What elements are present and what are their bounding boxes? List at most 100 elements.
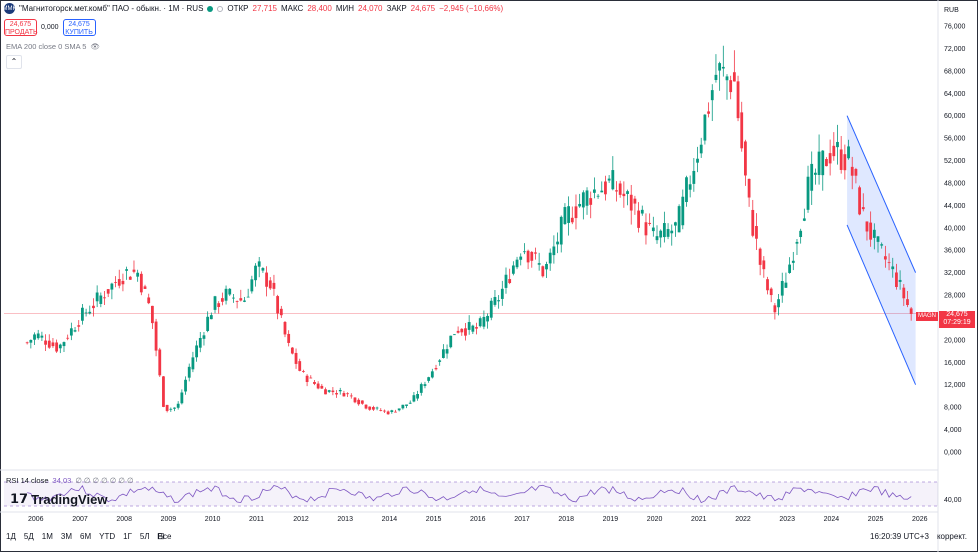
candle-body[interactable] bbox=[434, 368, 438, 370]
candle-body[interactable] bbox=[570, 217, 574, 223]
candle-body[interactable] bbox=[869, 222, 873, 240]
calendar-icon[interactable]: ⊟ bbox=[157, 531, 165, 541]
candle-body[interactable] bbox=[578, 203, 582, 207]
candle-body[interactable] bbox=[383, 410, 386, 412]
candle-body[interactable] bbox=[806, 176, 810, 210]
candle-body[interactable] bbox=[128, 276, 132, 280]
candle-body[interactable] bbox=[338, 390, 342, 392]
candle-body[interactable] bbox=[906, 299, 909, 306]
candle-body[interactable] bbox=[246, 296, 250, 298]
candle-body[interactable] bbox=[677, 206, 681, 233]
channel-lower-line[interactable] bbox=[846, 224, 917, 385]
candle-body[interactable] bbox=[390, 410, 394, 412]
candle-body[interactable] bbox=[585, 190, 589, 206]
candle-body[interactable] bbox=[438, 360, 442, 362]
candle-body[interactable] bbox=[883, 256, 887, 260]
candle-body[interactable] bbox=[290, 347, 294, 354]
candle-body[interactable] bbox=[217, 303, 221, 307]
candle-body[interactable] bbox=[386, 411, 390, 415]
candle-body[interactable] bbox=[147, 297, 151, 304]
candle-body[interactable] bbox=[648, 222, 652, 224]
candle-body[interactable] bbox=[552, 246, 556, 256]
candle-body[interactable] bbox=[327, 390, 331, 392]
candle-body[interactable] bbox=[725, 76, 729, 81]
collapse-legend-button[interactable]: ⌃ bbox=[6, 55, 22, 69]
candle-body[interactable] bbox=[408, 402, 412, 404]
candle-body[interactable] bbox=[69, 328, 73, 336]
candle-body[interactable] bbox=[44, 340, 47, 345]
candle-body[interactable] bbox=[412, 395, 416, 402]
candle-body[interactable] bbox=[791, 260, 795, 263]
candle-body[interactable] bbox=[644, 222, 648, 236]
candle-body[interactable] bbox=[773, 305, 777, 313]
candle-body[interactable] bbox=[165, 404, 169, 411]
candle-body[interactable] bbox=[445, 349, 449, 354]
timeframe-1d[interactable]: 1Д bbox=[6, 532, 16, 541]
candle-body[interactable] bbox=[574, 206, 578, 219]
candle-body[interactable] bbox=[861, 207, 865, 210]
candle-body[interactable] bbox=[430, 371, 434, 378]
candle-body[interactable] bbox=[832, 145, 836, 157]
candle-body[interactable] bbox=[740, 112, 744, 149]
timeframe-5y[interactable]: 5Л bbox=[139, 532, 150, 541]
candle-body[interactable] bbox=[84, 312, 88, 314]
candle-body[interactable] bbox=[416, 393, 419, 399]
candle-body[interactable] bbox=[696, 158, 699, 163]
candle-body[interactable] bbox=[530, 251, 534, 261]
candle-body[interactable] bbox=[810, 163, 814, 191]
candle-body[interactable] bbox=[110, 283, 114, 290]
candle-body[interactable] bbox=[504, 274, 508, 288]
candle-body[interactable] bbox=[589, 198, 593, 205]
candle-body[interactable] bbox=[611, 170, 615, 190]
candle-body[interactable] bbox=[33, 334, 36, 340]
candle-body[interactable] bbox=[169, 408, 173, 410]
candle-body[interactable] bbox=[419, 384, 423, 393]
candle-body[interactable] bbox=[36, 333, 40, 339]
clock[interactable]: 16:20:39 UTC+3 bbox=[870, 532, 929, 541]
candle-body[interactable] bbox=[707, 111, 710, 114]
candle-body[interactable] bbox=[239, 298, 243, 301]
candle-body[interactable] bbox=[850, 166, 854, 176]
candle-body[interactable] bbox=[556, 241, 559, 245]
candle-body[interactable] bbox=[640, 209, 644, 214]
candle-body[interactable] bbox=[58, 344, 62, 349]
candle-body[interactable] bbox=[449, 335, 453, 348]
candle-body[interactable] bbox=[615, 190, 618, 192]
ema-indicator-legend[interactable]: EMA 200 close 0 SMA 5 👁 bbox=[6, 42, 100, 51]
candle-body[interactable] bbox=[655, 236, 659, 241]
candle-body[interactable] bbox=[324, 389, 327, 395]
candle-body[interactable] bbox=[858, 187, 861, 215]
candle-body[interactable] bbox=[537, 263, 541, 265]
candle-body[interactable] bbox=[375, 407, 379, 409]
candle-body[interactable] bbox=[335, 393, 338, 395]
candle-body[interactable] bbox=[508, 279, 512, 283]
candle-body[interactable] bbox=[220, 298, 224, 302]
flag-icon[interactable] bbox=[217, 5, 224, 12]
candle-body[interactable] bbox=[464, 328, 467, 336]
candle-body[interactable] bbox=[268, 280, 272, 289]
candle-body[interactable] bbox=[368, 406, 372, 410]
candle-body[interactable] bbox=[758, 248, 762, 265]
candle-body[interactable] bbox=[397, 408, 401, 411]
candle-body[interactable] bbox=[699, 144, 703, 154]
candle-body[interactable] bbox=[95, 292, 99, 302]
candle-body[interactable] bbox=[298, 361, 302, 371]
candle-body[interactable] bbox=[55, 342, 59, 352]
candle-body[interactable] bbox=[902, 287, 906, 299]
timeframe-ytd[interactable]: YTD bbox=[99, 532, 116, 541]
candle-body[interactable] bbox=[500, 288, 504, 299]
candle-body[interactable] bbox=[629, 194, 633, 211]
candle-body[interactable] bbox=[523, 251, 526, 253]
candle-body[interactable] bbox=[769, 288, 773, 296]
candle-body[interactable] bbox=[405, 404, 408, 406]
candle-body[interactable] bbox=[191, 357, 195, 370]
candle-body[interactable] bbox=[305, 375, 309, 382]
candle-body[interactable] bbox=[265, 272, 268, 287]
candle-body[interactable] bbox=[600, 190, 604, 193]
candle-body[interactable] bbox=[154, 321, 158, 351]
candle-body[interactable] bbox=[423, 384, 427, 386]
candle-body[interactable] bbox=[604, 181, 607, 195]
candle-body[interactable] bbox=[836, 141, 839, 148]
timeframe-3m[interactable]: 3М bbox=[60, 532, 72, 541]
